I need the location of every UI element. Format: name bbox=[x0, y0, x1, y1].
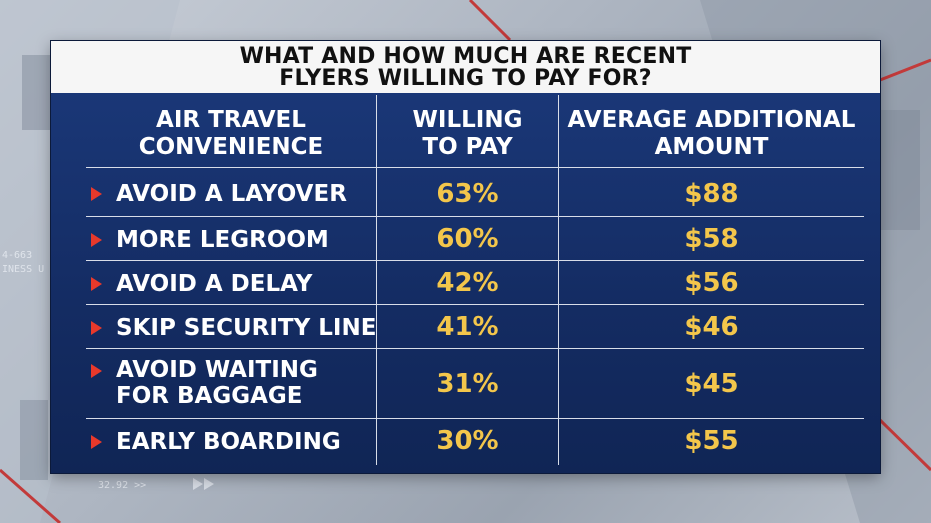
header-average-amount: AVERAGE ADDITIONAL AMOUNT bbox=[567, 107, 856, 160]
row-amount-avoid-layover: $88 bbox=[684, 179, 739, 209]
row-label-avoid-waiting-baggage: AVOID WAITING FOR BAGGAGE bbox=[116, 357, 318, 409]
bullet-arrow-icon bbox=[91, 277, 102, 291]
row-divider bbox=[86, 167, 864, 168]
row-willing-avoid-layover: 63% bbox=[436, 179, 499, 209]
row-amount-avoid-waiting-baggage: $45 bbox=[684, 369, 739, 399]
graphic-panel: WHAT AND HOW MUCH ARE RECENT FLYERS WILL… bbox=[51, 41, 880, 473]
column-divider-2 bbox=[558, 95, 559, 465]
row-divider bbox=[86, 304, 864, 305]
data-table: AIR TRAVEL CONVENIENCE WILLING TO PAY AV… bbox=[51, 93, 880, 473]
bullet-arrow-icon bbox=[91, 435, 102, 449]
row-willing-skip-security: 41% bbox=[436, 312, 499, 342]
column-divider-1 bbox=[376, 95, 377, 465]
row-divider bbox=[86, 418, 864, 419]
title-line-1: WHAT AND HOW MUCH ARE RECENT bbox=[239, 44, 692, 69]
row-divider bbox=[86, 216, 864, 217]
row-label-early-boarding: EARLY BOARDING bbox=[116, 429, 341, 455]
title-line-2: FLYERS WILLING TO PAY FOR? bbox=[279, 66, 652, 91]
row-willing-more-legroom: 60% bbox=[436, 224, 499, 254]
row-amount-more-legroom: $58 bbox=[684, 224, 739, 254]
row-willing-avoid-delay: 42% bbox=[436, 268, 499, 298]
bg-text-left-b: INESS U bbox=[2, 264, 44, 275]
row-label-more-legroom: MORE LEGROOM bbox=[116, 227, 329, 253]
row-divider bbox=[86, 348, 864, 349]
row-label-skip-security: SKIP SECURITY LINE bbox=[116, 315, 377, 341]
bullet-arrow-icon bbox=[91, 233, 102, 247]
bullet-arrow-icon bbox=[91, 321, 102, 335]
row-divider bbox=[86, 260, 864, 261]
title-bar: WHAT AND HOW MUCH ARE RECENT FLYERS WILL… bbox=[51, 41, 880, 93]
row-amount-avoid-delay: $56 bbox=[684, 268, 739, 298]
row-amount-skip-security: $46 bbox=[684, 312, 739, 342]
row-willing-avoid-waiting-baggage: 31% bbox=[436, 369, 499, 399]
row-label-avoid-layover: AVOID A LAYOVER bbox=[116, 181, 347, 207]
row-amount-early-boarding: $55 bbox=[684, 426, 739, 456]
row-willing-early-boarding: 30% bbox=[436, 426, 499, 456]
bullet-arrow-icon bbox=[91, 187, 102, 201]
bullet-arrow-icon bbox=[91, 364, 102, 378]
bg-text-left-a: 4-663 bbox=[2, 250, 32, 261]
bg-text-bottom: 32.92 >> bbox=[98, 480, 146, 491]
header-willing-to-pay: WILLING TO PAY bbox=[412, 107, 523, 160]
row-label-avoid-delay: AVOID A DELAY bbox=[116, 271, 313, 297]
header-convenience: AIR TRAVEL CONVENIENCE bbox=[138, 107, 324, 160]
